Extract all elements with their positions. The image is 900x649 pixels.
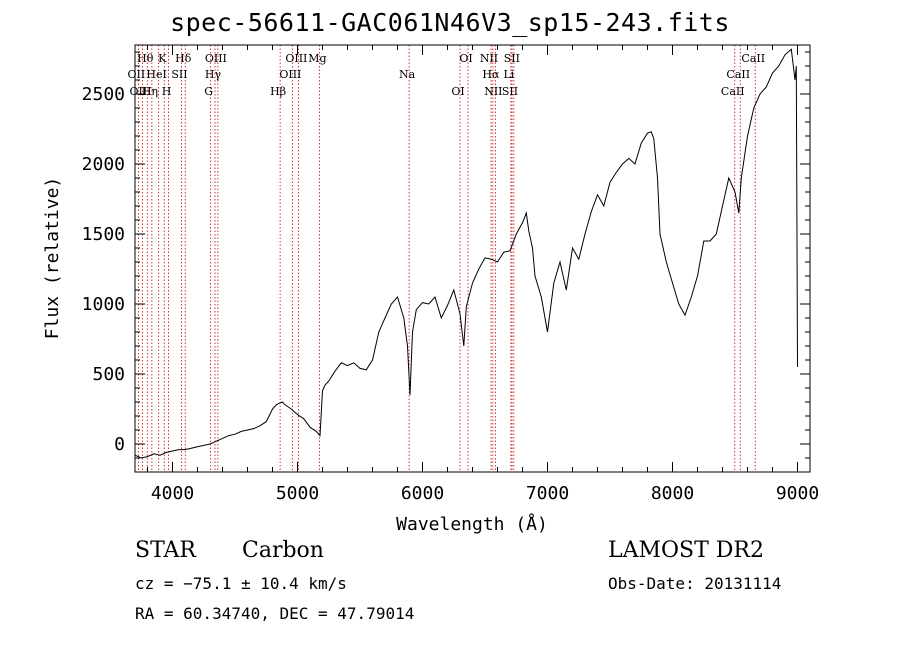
spectral-line-label: Li	[503, 68, 514, 81]
spectral-line-label: Hβ	[270, 85, 286, 98]
redshift-text: cz = −75.1 ± 10.4 km/s	[135, 574, 347, 593]
spectral-line-label: CaII	[721, 85, 745, 98]
spectral-line-markers	[137, 45, 756, 472]
x-tick-label: 8000	[651, 483, 694, 504]
y-tick-label: 2500	[82, 84, 125, 105]
object-subclass: Carbon	[242, 538, 324, 563]
obs-date-text: Obs-Date: 20131114	[608, 574, 782, 593]
spectral-line-label: SII	[171, 68, 187, 81]
spectral-line-label: G	[204, 85, 213, 98]
spectral-line-label: Hθ	[137, 52, 154, 65]
flux-line	[134, 48, 798, 459]
spectral-line-label: NII	[484, 85, 502, 98]
spectral-line-label: OIII	[279, 68, 301, 81]
survey-name: LAMOST DR2	[608, 538, 764, 563]
spectral-line-label: Hα	[482, 68, 500, 81]
x-axis: 4000 5000 6000 7000 8000 9000	[147, 45, 819, 504]
y-tick-label: 1500	[82, 224, 125, 245]
x-tick-label: 4000	[151, 483, 194, 504]
spectral-line-label: HeI	[146, 68, 166, 81]
spectral-line-label: Hγ	[205, 68, 222, 81]
x-tick-label: 7000	[526, 483, 569, 504]
y-tick-label: 500	[92, 364, 125, 385]
spectral-line-label: Na	[399, 68, 416, 81]
spectral-line-label: OIII	[285, 52, 307, 65]
spectral-line-label: K	[158, 52, 167, 65]
spectral-line-label: OII	[128, 68, 146, 81]
spectrum-chart: HθOIIOIIIKHeIHηHδSIIHOIIIHγGOIIIOIIIHβMg…	[42, 44, 819, 535]
spectral-line-label: H	[162, 85, 172, 98]
spectral-line-label: OI	[459, 52, 472, 65]
spectral-line-label: NII	[480, 52, 498, 65]
x-tick-label: 9000	[776, 483, 819, 504]
y-axis: 0 500 1000 1500 2000 2500	[82, 51, 810, 459]
object-class: STAR	[135, 538, 196, 563]
spectral-line-label: SII	[502, 85, 518, 98]
spectral-line-label: OIII	[205, 52, 227, 65]
x-axis-label: Wavelength (Å)	[396, 513, 548, 535]
chart-title: spec-56611-GAC061N46V3_sp15-243.fits	[170, 8, 730, 37]
spectral-line-label: Hδ	[175, 52, 192, 65]
y-tick-label: 2000	[82, 154, 125, 175]
spectral-line-label: Hη	[142, 85, 158, 98]
y-tick-label: 0	[114, 434, 125, 455]
y-axis-label: Flux (relative)	[42, 177, 63, 340]
x-tick-label: 6000	[401, 483, 444, 504]
spectral-line-label: CaII	[726, 68, 750, 81]
spectral-line-labels: HθOIIOIIIKHeIHηHδSIIHOIIIHγGOIIIOIIIHβMg…	[128, 52, 766, 98]
plot-frame	[134, 44, 811, 473]
spectral-line-label: OI	[451, 85, 464, 98]
coordinates-text: RA = 60.34740, DEC = 47.79014	[135, 604, 415, 623]
x-tick-label: 5000	[276, 483, 319, 504]
spectral-line-label: CaII	[741, 52, 765, 65]
spectral-line-label: Mg	[308, 52, 326, 65]
spectral-line-label: SII	[504, 52, 520, 65]
y-tick-label: 1000	[82, 294, 125, 315]
